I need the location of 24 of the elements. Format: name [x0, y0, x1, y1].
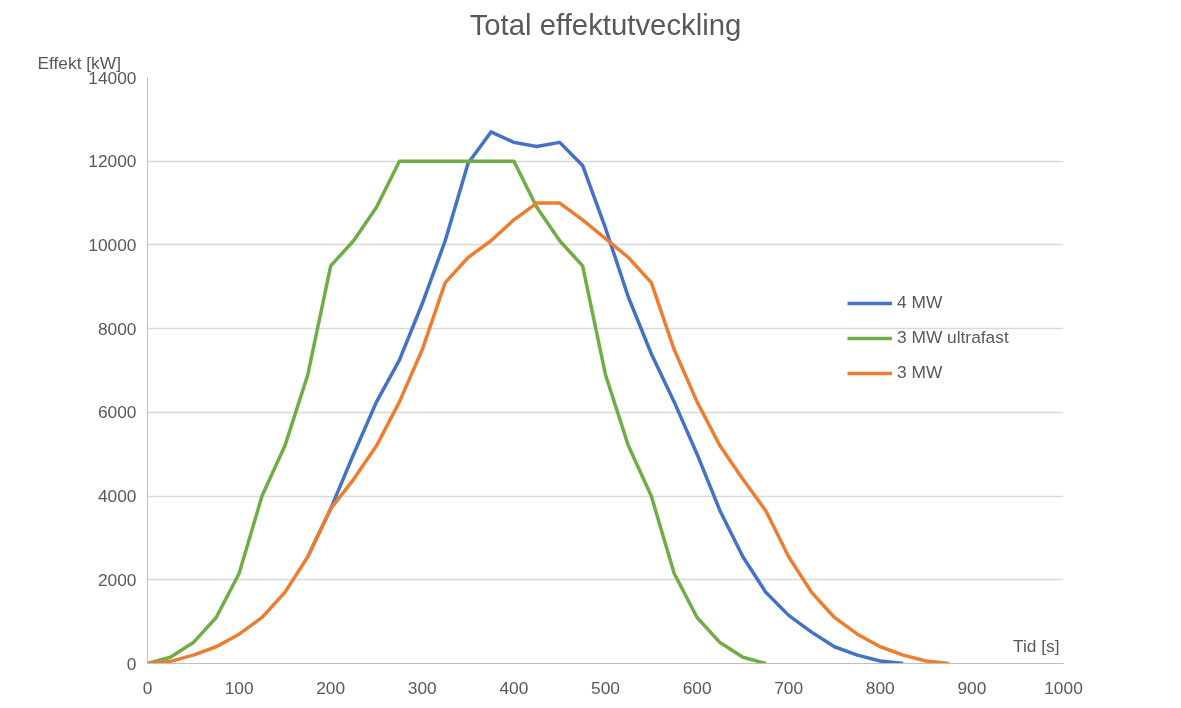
x-tick-label: 900 [957, 677, 987, 698]
y-tick-label: 6000 [97, 402, 137, 423]
x-tick-label: 400 [499, 677, 529, 698]
legend-label: 3 MW [897, 362, 943, 383]
x-axis-title: Tid [s] [1012, 635, 1060, 656]
legend-label: 4 MW [897, 292, 943, 313]
y-tick-label: 12000 [88, 151, 137, 172]
x-tick-label: 500 [591, 677, 620, 698]
y-tick-label: 10000 [88, 234, 137, 255]
y-tick-label: 8000 [97, 318, 137, 339]
x-tick-label: 200 [316, 677, 346, 698]
x-tick-label: 0 [142, 677, 153, 698]
legend-label: 3 MW ultrafast [897, 327, 1009, 348]
x-tick-label: 1000 [1044, 677, 1083, 698]
x-tick-label: 600 [682, 677, 712, 698]
y-tick-label: 4000 [97, 486, 137, 507]
y-tick-label: 2000 [97, 569, 137, 590]
line-series [147, 159, 768, 664]
x-tick-label: 100 [224, 677, 254, 698]
y-tick-label: 0 [126, 653, 137, 674]
x-tick-label: 700 [774, 677, 804, 698]
x-tick-label: 300 [407, 677, 437, 698]
x-tick-label: 800 [865, 677, 895, 698]
chart-title: Total effektutveckling [469, 7, 742, 41]
